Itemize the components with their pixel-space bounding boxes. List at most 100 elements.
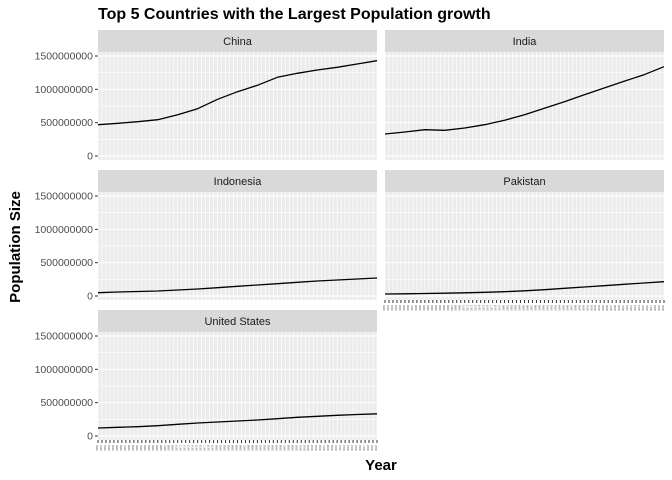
x-tick-label: 1994 [270,444,274,450]
x-tick-label: 1999 [577,304,581,310]
y-tick-label: 1500000000 [35,331,94,343]
facet-strip-label: China [223,36,253,48]
x-tick-label: 1988 [533,304,537,310]
x-tick-label: 1963 [147,444,151,450]
x-tick-label: 1969 [458,304,462,310]
x-tick-label: 2012 [342,444,346,450]
facet-panel-india: India [384,30,665,160]
x-tick-label: 2002 [589,304,593,310]
x-tick-label: 1965 [442,304,446,310]
x-tick-label: 1988 [246,444,250,450]
x-tick-label: 1961 [426,304,430,310]
series-line [97,60,378,126]
y-tick-label: 500000000 [40,257,93,269]
facet-panel-united-states: United States 0 500000000 1000000000 1500000… [35,310,378,451]
x-tick-label: 1975 [482,304,486,310]
x-axis-title: Year [365,457,397,474]
x-tick-label: 1995 [274,444,278,450]
y-tick-label: 0 [87,431,93,443]
x-tick-label: 1977 [203,444,207,450]
facet-panel-indonesia: Indonesia 0 500000000 1000000000 1500000000 [35,170,378,303]
y-tick-label: 1000000000 [35,364,94,376]
series-line [384,66,665,135]
x-tick-label: 1953 [394,304,398,310]
x-tick-label: 1992 [549,304,553,310]
x-tick-label: 2020 [661,304,665,310]
x-tick-label: 2011 [625,304,629,310]
x-tick-label: 1967 [163,444,167,450]
x-tick-label: 2005 [314,444,318,450]
x-tick-label: 1991 [258,444,262,450]
x-tick-label: 1990 [254,444,258,450]
x-tick-label: 1950 [382,304,386,310]
x-tick-label: 1983 [514,304,518,310]
x-tick-label: 1978 [207,444,211,450]
x-tick-label: 1960 [422,304,426,310]
x-tick-label: 1985 [235,444,239,450]
x-tick-label: 1974 [478,304,482,310]
x-tick-label: 1986 [525,304,529,310]
x-tick-label: 2020 [374,444,378,450]
x-tick-label: 2017 [649,304,653,310]
x-tick-label: 1984 [518,304,522,310]
y-tick-label: 0 [87,151,93,163]
x-tick-label: 1994 [557,304,561,310]
y-tick-label: 1000000000 [35,224,94,236]
x-tick-label: 2013 [633,304,637,310]
x-tick-label: 1955 [115,444,119,450]
x-tick-label: 1971 [466,304,470,310]
x-tick-label: 1963 [434,304,438,310]
x-tick-label: 2005 [601,304,605,310]
x-tick-label: 2009 [617,304,621,310]
x-tick-label: 2014 [350,444,354,450]
series-line [97,413,378,429]
x-tick-label: 1997 [569,304,573,310]
x-tick-label: 1950 [95,444,99,450]
facet-panels: China 0 500000000 1000000000 1500000000 India… [35,30,665,451]
x-tick-label: 1961 [139,444,143,450]
facet-panel-china: China 0 500000000 1000000000 1500000000 [35,30,378,163]
x-tick-label: 2006 [318,444,322,450]
x-tick-label: 1951 [99,444,103,450]
x-tick-label: 1959 [418,304,422,310]
x-tick-label: 2016 [358,444,362,450]
x-tick-label: 1962 [143,444,147,450]
x-tick-label: 1976 [486,304,490,310]
x-tick-label: 1975 [195,444,199,450]
x-tick-label: 2018 [366,444,370,450]
x-tick-label: 1979 [211,444,215,450]
y-tick-label: 500000000 [40,397,93,409]
x-tick-label: 1981 [506,304,510,310]
x-tick-label: 2001 [585,304,589,310]
y-tick-label: 1500000000 [35,191,94,203]
x-tick-label: 1999 [290,444,294,450]
y-axis-title: Population Size [7,191,24,303]
x-tick-label: 1983 [227,444,231,450]
x-tick-label: 1966 [159,444,163,450]
x-tick-label: 1967 [450,304,454,310]
x-tick-label: 1998 [573,304,577,310]
x-tick-label: 1958 [414,304,418,310]
x-tick-label: 1990 [541,304,545,310]
x-tick-label: 2003 [593,304,597,310]
x-tick-label: 1957 [123,444,127,450]
x-tick-label: 1996 [565,304,569,310]
x-tick-label: 1971 [179,444,183,450]
facet-strip-label: Indonesia [214,176,263,188]
x-tick-label: 1964 [438,304,442,310]
x-tick-label: 1958 [127,444,131,450]
x-tick-label: 1954 [398,304,402,310]
x-tick-label: 1970 [175,444,179,450]
x-tick-label: 1992 [262,444,266,450]
x-tick-label: 1952 [390,304,394,310]
x-tick-label: 2013 [346,444,350,450]
x-tick-label: 1955 [402,304,406,310]
x-tick-label: 1982 [510,304,514,310]
x-tick-label: 1974 [191,444,195,450]
x-tick-label: 1997 [282,444,286,450]
y-tick-label: 1500000000 [35,51,94,63]
y-tick-label: 0 [87,291,93,303]
x-tick-label: 1987 [242,444,246,450]
x-tick-label: 1965 [155,444,159,450]
